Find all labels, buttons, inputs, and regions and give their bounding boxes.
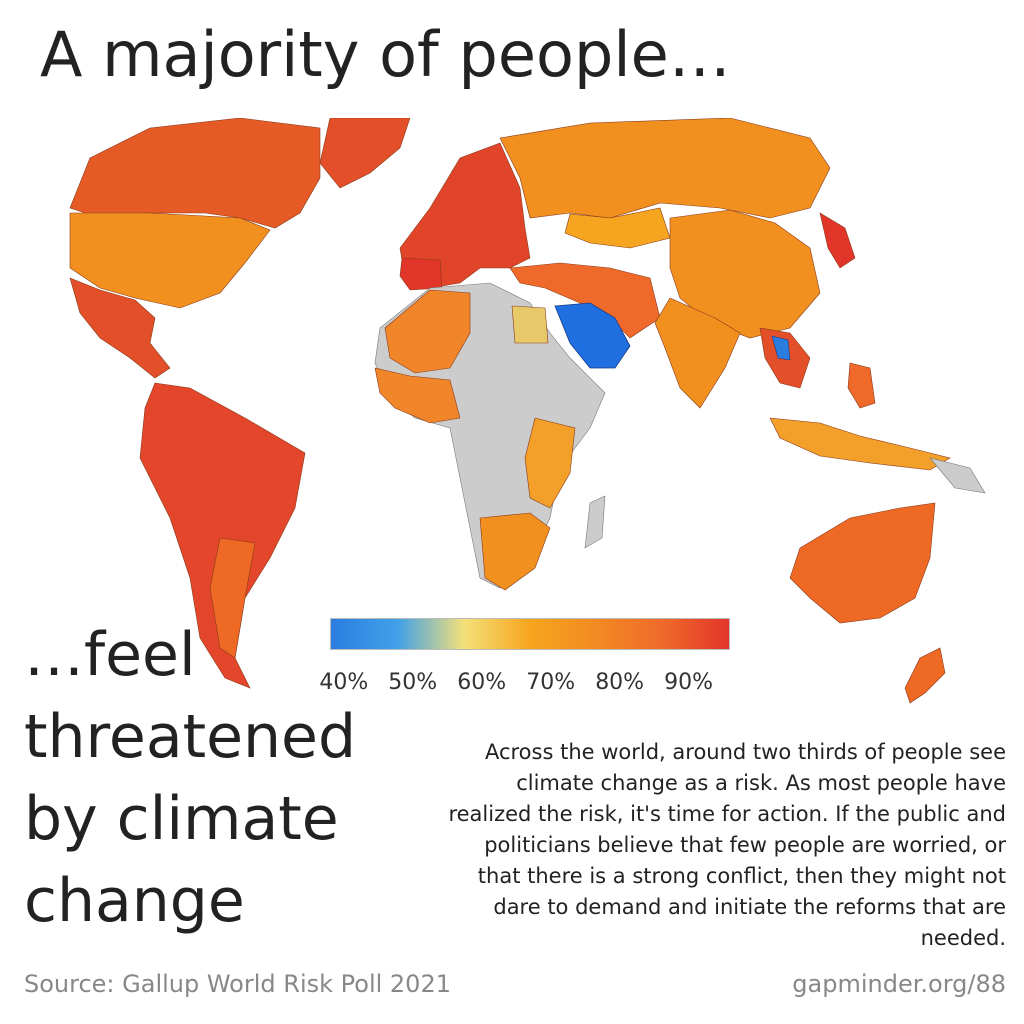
- legend-tick: 80%: [595, 670, 645, 695]
- region-southern-africa: [479, 512, 551, 591]
- region-spain: [399, 257, 443, 291]
- region-mexico: [69, 277, 171, 379]
- region-argentina: [209, 537, 256, 659]
- body-paragraph: Across the world, around two thirds of p…: [448, 740, 1006, 950]
- region-south-america: [139, 382, 306, 689]
- region-laos: [771, 335, 791, 361]
- region-papua-new-guinea: [929, 457, 986, 494]
- region-canada: [69, 118, 321, 229]
- region-philippines: [847, 362, 876, 409]
- subheadline-line: …feel: [24, 620, 196, 690]
- region-australia: [789, 502, 936, 624]
- subheadline-line: threatened: [24, 702, 357, 772]
- legend-tick: 40%: [319, 670, 369, 695]
- legend-tick: 60%: [457, 670, 507, 695]
- region-japan: [819, 212, 856, 269]
- region-china: [669, 209, 821, 339]
- region-russia: [499, 118, 831, 219]
- region-west-africa: [374, 367, 461, 424]
- region-middle-east: [509, 262, 661, 339]
- legend-gradient-bar: [330, 618, 730, 650]
- region-egypt: [511, 305, 549, 344]
- region-greenland: [319, 118, 411, 189]
- legend-tick: 90%: [664, 670, 714, 695]
- region-new-zealand: [904, 647, 946, 704]
- region-usa: [69, 212, 271, 309]
- region-madagascar: [584, 495, 606, 549]
- region-saudi-arabia: [554, 302, 631, 369]
- subheadline: …feel threatened by climate change: [24, 614, 444, 942]
- region-india: [654, 297, 741, 409]
- site-link[interactable]: gapminder.org/88: [792, 970, 1006, 998]
- subheadline-line: by climate: [24, 784, 339, 854]
- region-kazakhstan: [564, 207, 671, 249]
- world-map: [30, 118, 990, 718]
- source-credit: Source: Gallup World Risk Poll 2021: [24, 970, 451, 998]
- color-legend: 40% 50% 60% 70% 80% 90%: [318, 618, 738, 698]
- legend-tick: 70%: [526, 670, 576, 695]
- region-indonesia: [769, 417, 951, 471]
- legend-tick: 50%: [388, 670, 438, 695]
- subheadline-line: change: [24, 866, 245, 936]
- world-map-svg: [69, 118, 986, 704]
- headline: A majority of people…: [40, 18, 731, 91]
- region-east-africa: [524, 417, 576, 509]
- region-north-africa: [384, 289, 471, 374]
